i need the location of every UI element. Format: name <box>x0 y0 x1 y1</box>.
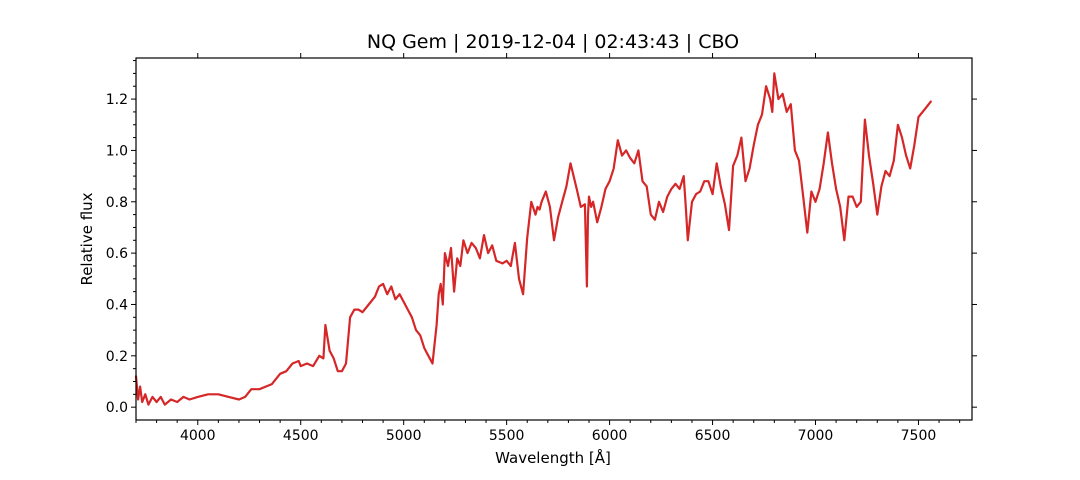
y-tick-label: 0.0 <box>106 400 128 416</box>
chart-title: NQ Gem | 2019-12-04 | 02:43:43 | CBO <box>367 31 739 53</box>
x-tick-label: 7000 <box>798 428 834 444</box>
x-tick-label: 4500 <box>283 428 319 444</box>
y-tick-label: 0.2 <box>106 349 128 365</box>
x-tick-label: 4000 <box>180 428 216 444</box>
x-tick-label: 5000 <box>386 428 422 444</box>
x-axis-label: Wavelength [Å] <box>495 448 611 467</box>
x-tick-label: 5500 <box>489 428 525 444</box>
y-axis-label: Relative flux <box>78 192 96 285</box>
y-tick-label: 0.6 <box>106 246 128 262</box>
x-axis: 4000 4500 5000 5500 6000 6500 7000 7500 <box>135 53 961 444</box>
y-tick-label: 1.2 <box>106 92 128 108</box>
spectrum-line <box>134 72 932 406</box>
series-layer <box>134 72 932 406</box>
x-tick-label: 6500 <box>695 428 731 444</box>
x-tick-label: 6000 <box>592 428 628 444</box>
y-tick-label: 0.8 <box>106 195 128 211</box>
y-tick-label: 0.4 <box>106 297 128 313</box>
x-tick-label: 7500 <box>901 428 937 444</box>
y-tick-label: 1.0 <box>106 143 128 159</box>
y-axis: 0.0 0.2 0.4 0.6 0.8 1.0 1.2 <box>106 60 977 416</box>
plot-frame <box>135 57 973 421</box>
